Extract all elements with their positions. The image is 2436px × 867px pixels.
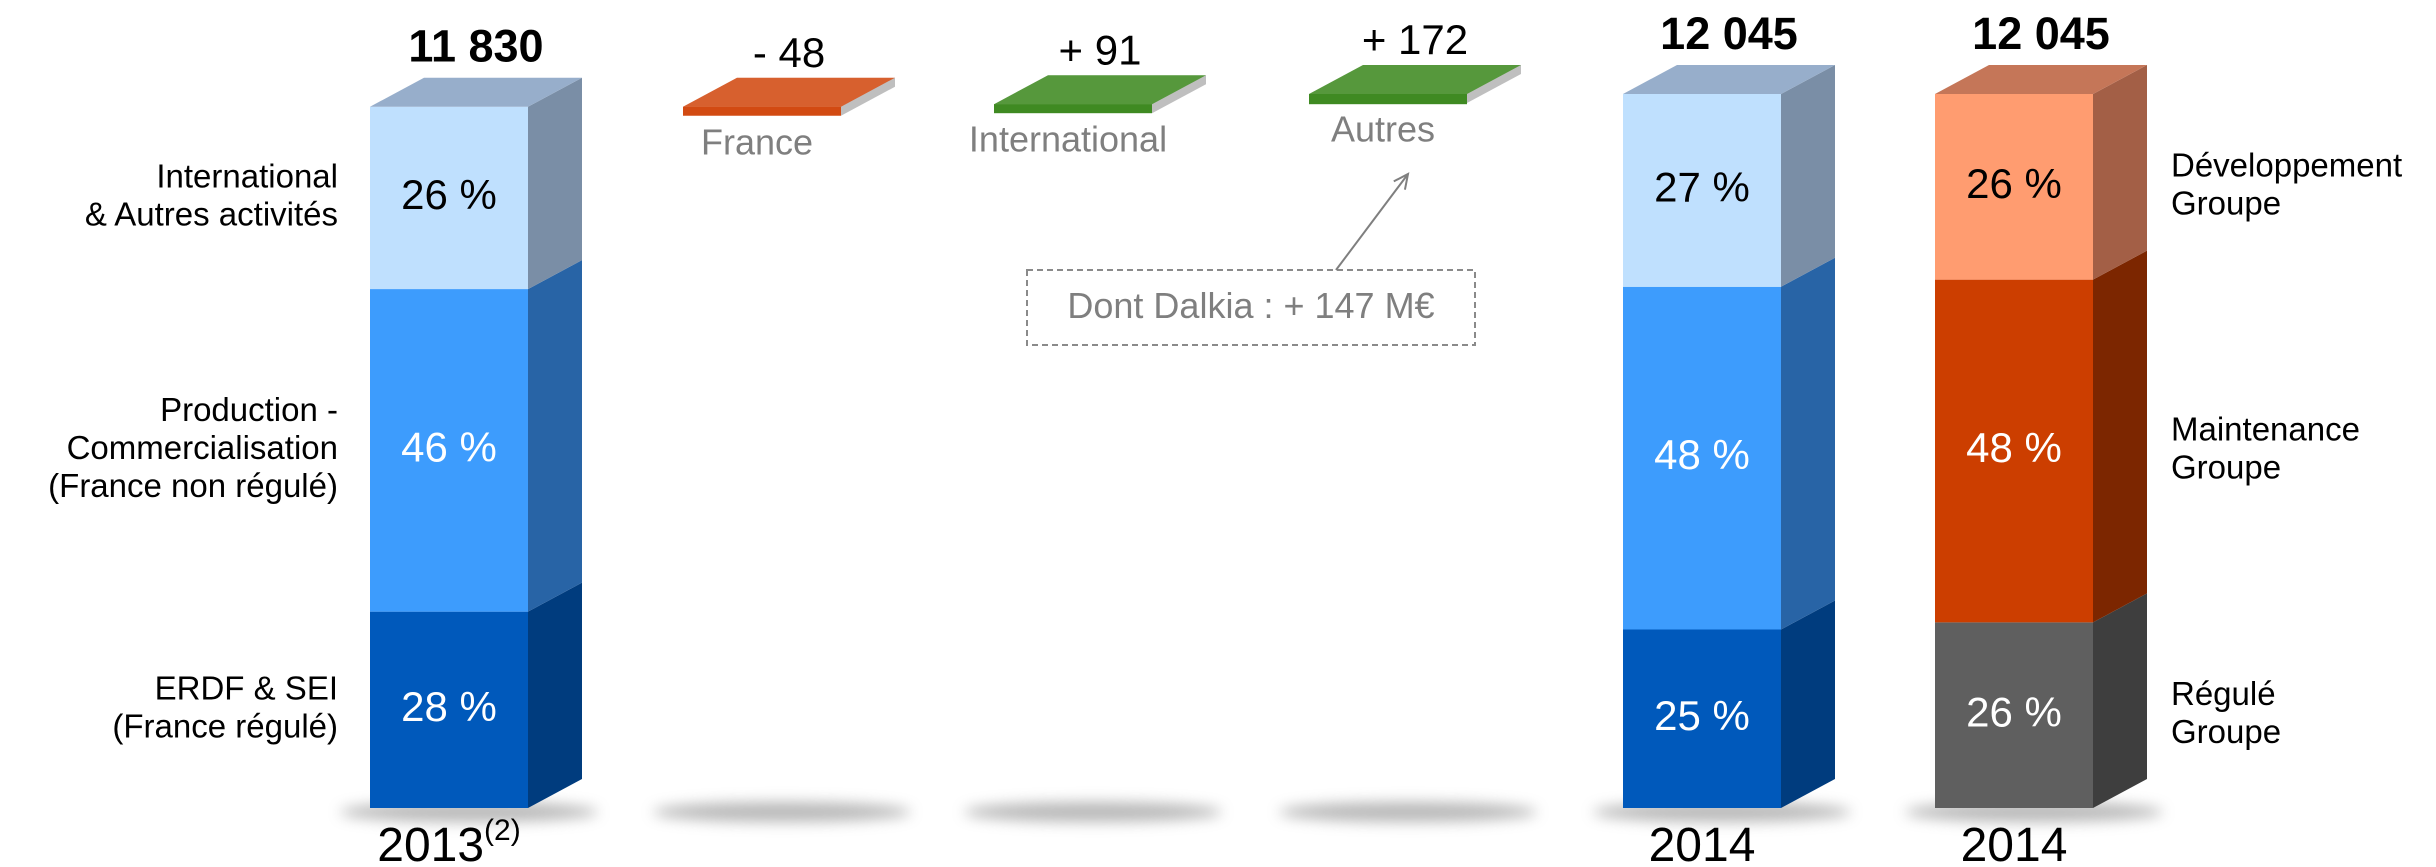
step-plate-light xyxy=(1309,65,1521,94)
step-name: International xyxy=(969,119,1167,160)
segment-name: International xyxy=(156,158,338,195)
segment-value-label: 27 % xyxy=(1654,163,1750,210)
bar-segment-side xyxy=(1781,65,1835,287)
segment-value-label: 26 % xyxy=(1966,160,2062,207)
step-plate-top xyxy=(1309,65,1521,94)
step-plate-light xyxy=(683,77,895,107)
step-value-label: + 172 xyxy=(1362,16,1468,63)
year-label: 2014 xyxy=(1961,819,2068,867)
segment-name: Groupe xyxy=(2171,449,2281,486)
step-plate-edge xyxy=(994,104,1152,114)
step-name: Autres xyxy=(1331,109,1435,150)
segment-name: Développement xyxy=(2171,147,2402,184)
year-label: 2014 xyxy=(1649,819,1756,867)
segment-name: Commercialisation xyxy=(67,429,338,466)
segment-value-label: 26 % xyxy=(1966,688,2062,735)
year: 2013 xyxy=(377,819,484,867)
bar-segment xyxy=(1623,629,1781,808)
step-plate-top xyxy=(994,75,1206,105)
total-label: 12 045 xyxy=(1972,8,2110,59)
shadow xyxy=(964,802,1222,822)
bar-segment-side xyxy=(1781,600,1835,808)
segment-name: Groupe xyxy=(2171,185,2281,222)
step-value-label: + 91 xyxy=(1059,26,1142,73)
total-label: 12 045 xyxy=(1660,8,1798,59)
segment-name: Maintenance xyxy=(2171,411,2360,448)
bar-segment xyxy=(1935,94,2093,280)
bar-top xyxy=(1623,65,1835,94)
bar-segment xyxy=(370,611,528,808)
step-plate-edge-side xyxy=(1467,65,1521,103)
step-plate-edge xyxy=(683,106,841,116)
year: 2014 xyxy=(1649,819,1756,867)
bar-segment xyxy=(370,106,528,290)
step-plate-edge-side xyxy=(841,77,895,116)
segment-value-label: 25 % xyxy=(1654,692,1750,739)
year-label: 2013(2) xyxy=(377,814,520,867)
shadow xyxy=(653,802,911,822)
bar-segment-side xyxy=(2093,593,2147,808)
step-value-label: - 48 xyxy=(753,29,825,76)
annotation-arrow xyxy=(1335,173,1409,271)
bar-segment-side xyxy=(1781,257,1835,630)
segment-name: & Autres activités xyxy=(85,196,338,233)
bar-segment xyxy=(1935,279,2093,623)
step-plate-edge xyxy=(1309,94,1467,103)
bar-segment-side xyxy=(528,77,582,290)
bar-segment xyxy=(370,289,528,612)
bar-top xyxy=(1935,65,2147,94)
total-label: 11 830 xyxy=(408,21,543,72)
segment-value-label: 26 % xyxy=(401,171,497,218)
footnote: (2) xyxy=(484,814,521,847)
segment-value-label: 28 % xyxy=(401,683,497,730)
bar-segment-side xyxy=(528,260,582,612)
segment-name: ERDF & SEI xyxy=(155,670,338,707)
annotation-arrowhead xyxy=(1393,172,1410,190)
step-plate-light xyxy=(994,75,1206,105)
segment-value-label: 48 % xyxy=(1654,431,1750,478)
step-plate-top xyxy=(683,77,895,107)
annotation-text: Dont Dalkia : + 147 M€ xyxy=(1067,285,1434,326)
annotation-box xyxy=(1026,269,1476,346)
bar-segment xyxy=(1935,622,2093,808)
step-plate-edge-side xyxy=(1152,75,1206,114)
segment-name: Groupe xyxy=(2171,713,2281,750)
shadow xyxy=(1279,802,1537,822)
segment-name: Production - xyxy=(160,391,338,428)
bar-segment xyxy=(1623,286,1781,630)
segment-value-label: 46 % xyxy=(401,423,497,470)
year: 2014 xyxy=(1961,819,2068,867)
segment-name: (France régulé) xyxy=(112,708,338,745)
segment-name: Régulé xyxy=(2171,675,2276,712)
bar-segment-side xyxy=(528,582,582,808)
step-name: France xyxy=(701,121,813,162)
segment-value-label: 48 % xyxy=(1966,424,2062,471)
segment-name: (France non régulé) xyxy=(48,467,338,504)
bar-segment xyxy=(1623,94,1781,287)
bar-top xyxy=(370,77,582,107)
bar-segment-side xyxy=(2093,65,2147,280)
bar-segment-side xyxy=(2093,250,2147,623)
